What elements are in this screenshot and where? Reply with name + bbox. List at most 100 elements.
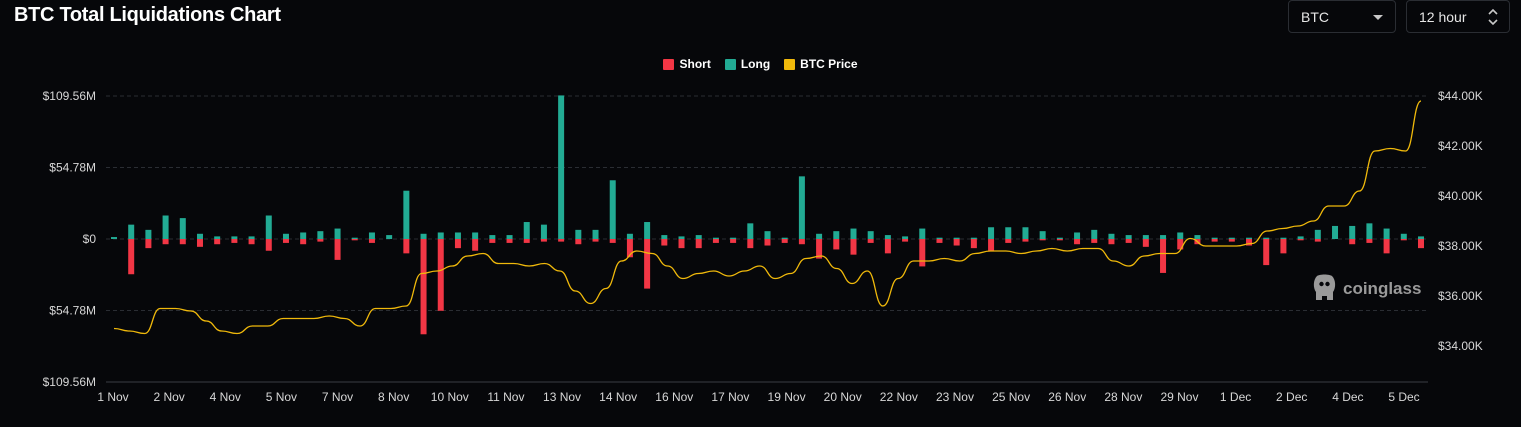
long-bar bbox=[1246, 237, 1253, 239]
x-tick-label: 4 Nov bbox=[210, 390, 241, 404]
short-bar bbox=[816, 239, 823, 259]
short-bar bbox=[540, 239, 547, 242]
short-bar bbox=[575, 239, 582, 245]
short-bar bbox=[833, 239, 840, 250]
x-tick-label: 26 Nov bbox=[1048, 390, 1086, 404]
legend-item-long[interactable]: Long bbox=[724, 57, 770, 71]
short-bar bbox=[1091, 239, 1098, 243]
x-tick-label: 17 Nov bbox=[711, 390, 749, 404]
x-tick-label: 19 Nov bbox=[768, 390, 806, 404]
short-bar bbox=[300, 239, 307, 245]
long-bar bbox=[196, 233, 203, 239]
short-bar bbox=[317, 239, 324, 242]
coin-select-value: BTC bbox=[1301, 8, 1329, 25]
long-bar bbox=[798, 176, 805, 239]
y-right-tick-label: $42.00K bbox=[1438, 139, 1483, 153]
short-bar bbox=[592, 239, 599, 242]
short-bar bbox=[231, 239, 238, 243]
short-bar bbox=[626, 239, 633, 258]
short-bar bbox=[1108, 239, 1115, 245]
short-bar bbox=[1228, 239, 1235, 242]
short-bar bbox=[437, 239, 444, 311]
short-bar bbox=[644, 239, 651, 289]
legend-swatch-short bbox=[663, 58, 675, 70]
long-bar bbox=[712, 237, 719, 239]
legend-swatch-btc-price bbox=[784, 58, 796, 70]
long-bar bbox=[1194, 235, 1201, 239]
long-bar bbox=[558, 95, 565, 239]
short-bar bbox=[128, 239, 135, 275]
legend-swatch-long bbox=[724, 58, 736, 70]
long-bar bbox=[1349, 225, 1356, 239]
watermark-text: coinglass bbox=[1343, 279, 1421, 298]
interval-select[interactable]: 12 hour bbox=[1406, 0, 1510, 33]
x-tick-label: 25 Nov bbox=[992, 390, 1030, 404]
legend-item-btc-price[interactable]: BTC Price bbox=[784, 57, 858, 71]
y-left-tick-label: $54.78M bbox=[49, 161, 96, 175]
long-bar bbox=[833, 231, 840, 239]
short-bar bbox=[1349, 239, 1356, 245]
long-bar bbox=[437, 232, 444, 239]
long-bar bbox=[162, 215, 169, 239]
long-bar bbox=[1160, 235, 1167, 239]
long-bar bbox=[953, 237, 960, 239]
short-bar bbox=[902, 239, 909, 242]
short-bar bbox=[558, 239, 565, 242]
short-bar bbox=[1383, 239, 1390, 254]
short-bar bbox=[472, 239, 479, 251]
x-tick-label: 2 Dec bbox=[1276, 390, 1307, 404]
long-bar bbox=[1074, 232, 1081, 239]
x-tick-label: 8 Nov bbox=[378, 390, 409, 404]
short-bar bbox=[970, 239, 977, 249]
short-bar bbox=[988, 239, 995, 251]
y-right-tick-label: $44.00K bbox=[1438, 89, 1483, 103]
short-bar bbox=[196, 239, 203, 247]
x-tick-label: 11 Nov bbox=[487, 390, 524, 404]
long-bar bbox=[1022, 227, 1029, 239]
short-bar bbox=[1022, 239, 1029, 242]
long-bar bbox=[1056, 237, 1063, 239]
long-bar bbox=[850, 228, 857, 239]
long-bar bbox=[351, 237, 358, 239]
long-bar bbox=[592, 229, 599, 239]
long-bar bbox=[1108, 233, 1115, 239]
long-bar bbox=[1332, 225, 1339, 239]
long-bar bbox=[1400, 233, 1407, 239]
long-bar bbox=[145, 229, 152, 239]
y-right-tick-label: $38.00K bbox=[1438, 239, 1483, 253]
x-tick-label: 20 Nov bbox=[824, 390, 862, 404]
long-bar bbox=[454, 232, 461, 239]
x-tick-label: 4 Dec bbox=[1332, 390, 1363, 404]
y-right-tick-label: $40.00K bbox=[1438, 189, 1483, 203]
long-bar bbox=[1125, 235, 1132, 239]
x-tick-label: 1 Nov bbox=[97, 390, 128, 404]
y-right-tick-label: $36.00K bbox=[1438, 289, 1483, 303]
coin-select[interactable]: BTC bbox=[1288, 0, 1396, 33]
watermark: coinglass bbox=[1313, 274, 1421, 300]
long-bar bbox=[1039, 231, 1046, 239]
long-bar bbox=[678, 236, 685, 239]
x-tick-label: 7 Nov bbox=[322, 390, 353, 404]
y-right-tick-label: $34.00K bbox=[1438, 339, 1483, 353]
short-bar bbox=[1366, 239, 1373, 243]
chevron-updown-icon bbox=[1488, 8, 1498, 26]
long-bar bbox=[1314, 229, 1321, 239]
y-left-tick-label: $54.78M bbox=[49, 304, 96, 318]
short-bar bbox=[162, 239, 169, 245]
long-bar bbox=[902, 236, 909, 239]
short-bar bbox=[489, 239, 496, 243]
x-tick-label: 29 Nov bbox=[1160, 390, 1198, 404]
legend-item-short[interactable]: Short bbox=[663, 57, 711, 71]
short-bar bbox=[1039, 239, 1046, 241]
y-left-tick-label: $109.56M bbox=[43, 89, 96, 103]
long-bar bbox=[936, 237, 943, 239]
long-bar bbox=[1366, 223, 1373, 239]
x-tick-label: 14 Nov bbox=[599, 390, 637, 404]
short-bar bbox=[867, 239, 874, 243]
long-bar bbox=[816, 233, 823, 239]
long-bar bbox=[764, 231, 771, 239]
long-bar bbox=[884, 235, 891, 239]
short-bar bbox=[1056, 239, 1063, 241]
x-tick-label: 5 Dec bbox=[1388, 390, 1419, 404]
short-bar bbox=[1125, 239, 1132, 243]
